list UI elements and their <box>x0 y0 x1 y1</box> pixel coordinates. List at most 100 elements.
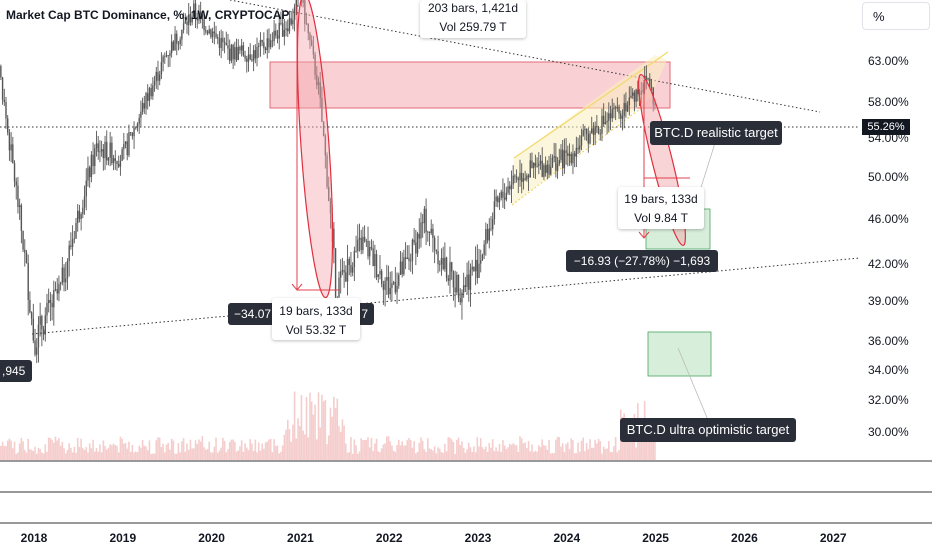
candle-body <box>227 45 229 49</box>
volume-bar <box>111 445 113 460</box>
volume-bar <box>345 443 347 460</box>
volume-bar <box>329 407 332 460</box>
candle-body <box>408 257 410 262</box>
volume-bar <box>403 445 405 460</box>
candle-body <box>599 133 601 135</box>
volume-bar <box>64 453 67 460</box>
candle-body <box>65 278 67 283</box>
volume-bar <box>295 438 298 460</box>
volume-bar <box>172 440 175 460</box>
right-bars-line1: 19 bars, 133d <box>624 192 698 206</box>
volume-bar <box>80 438 82 460</box>
candle-body <box>118 164 120 167</box>
candle-body <box>208 29 210 34</box>
candle-body <box>17 185 19 208</box>
volume-bar <box>539 447 542 460</box>
volume-bar <box>348 452 351 460</box>
candle-body <box>304 0 306 24</box>
volume-bar <box>123 443 125 460</box>
candle-body <box>442 257 444 270</box>
volume-bar <box>41 452 43 460</box>
volume-bar <box>642 426 644 460</box>
candle-body <box>358 237 361 240</box>
candle-body <box>237 46 239 61</box>
volume-bar <box>503 445 506 460</box>
volume-bar <box>179 452 181 460</box>
volume-bar <box>343 425 345 460</box>
candle-body <box>46 303 48 316</box>
candle-body <box>568 153 571 156</box>
unit-button[interactable]: % <box>862 2 930 30</box>
left-bars-line2: Vol 53.32 T <box>285 323 347 337</box>
volume-bar <box>186 443 188 460</box>
candle-body <box>70 245 72 247</box>
candle-body <box>80 214 82 219</box>
drop-ellipse-left <box>296 0 334 299</box>
volume-bar <box>249 439 251 460</box>
candle-body <box>188 14 190 26</box>
volume-bar <box>310 401 313 460</box>
candle-body <box>346 259 349 282</box>
candle-body <box>529 160 531 178</box>
volume-bar <box>438 448 441 460</box>
volume-bar <box>611 452 614 460</box>
volume-bar <box>150 453 152 460</box>
volume-bar <box>490 447 492 460</box>
candle-body <box>531 160 533 169</box>
candle-body <box>263 42 265 49</box>
x-tick-label: 2027 <box>820 531 847 545</box>
volume-bar <box>517 451 520 460</box>
volume-bar <box>555 439 557 460</box>
candle-body <box>329 200 332 214</box>
y-tick-label: 63.00% <box>868 54 909 68</box>
volume-bar <box>495 447 497 460</box>
volume-bar <box>281 445 284 460</box>
volume-bar <box>604 449 607 460</box>
candle-body <box>22 230 24 250</box>
optimistic-leader <box>677 347 709 421</box>
volume-bar <box>597 438 600 460</box>
candle-body <box>550 166 552 175</box>
volume-bar <box>544 445 547 460</box>
candle-body <box>538 163 540 167</box>
x-tick-label: 2022 <box>376 531 403 545</box>
candle-body <box>24 249 26 253</box>
candle-body <box>83 196 86 208</box>
candle-body <box>123 144 125 150</box>
candle-body <box>488 228 490 241</box>
volume-bar <box>37 447 40 460</box>
candle-body <box>119 160 122 167</box>
volume-bar <box>481 447 484 460</box>
candle-body <box>493 201 496 220</box>
y-tick-label: 46.00% <box>868 212 909 226</box>
candle-body <box>172 41 175 51</box>
candle-body <box>437 251 439 265</box>
volume-bar <box>42 453 45 460</box>
volume-bar <box>230 439 233 460</box>
x-tick-label: 2021 <box>287 531 314 545</box>
volume-bar <box>133 452 135 460</box>
candle-body <box>341 270 344 272</box>
candle-body <box>556 163 559 171</box>
candle-body <box>32 318 35 341</box>
candle-body <box>5 101 7 119</box>
candle-body <box>169 53 171 56</box>
volume-bar <box>275 445 277 460</box>
volume-bar <box>315 439 318 460</box>
candle-body <box>218 38 221 48</box>
volume-bar <box>529 451 532 460</box>
volume-bar <box>635 447 637 460</box>
candle-body <box>558 160 560 164</box>
volume-bar <box>466 449 468 460</box>
candle-body <box>351 267 354 273</box>
volume-bar <box>406 440 409 460</box>
x-tick-label: 2024 <box>553 531 580 545</box>
y-tick-label: 34.00% <box>868 363 909 377</box>
top-bars-line1: 203 bars, 1,421d <box>427 1 519 15</box>
volume-bar <box>15 453 18 460</box>
candle-body <box>389 288 391 295</box>
volume-bar <box>467 442 470 460</box>
volume-bar <box>362 440 364 460</box>
volume-bar <box>138 445 140 460</box>
